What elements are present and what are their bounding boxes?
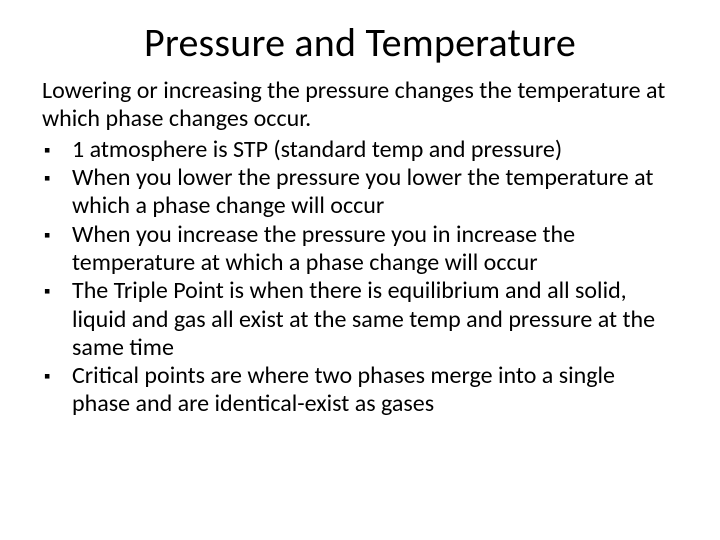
list-item-text: When you lower the pressure you lower th…: [72, 163, 653, 220]
list-item-text: 1 atmosphere is STP (standard temp and p…: [72, 135, 562, 164]
bullet-list: ▪ 1 atmosphere is STP (standard temp and…: [42, 136, 678, 419]
bullet-icon: ▪: [44, 221, 50, 249]
list-item: ▪ When you lower the pressure you lower …: [42, 164, 678, 221]
bullet-icon: ▪: [44, 277, 50, 305]
list-item: ▪ The Triple Point is when there is equi…: [42, 277, 678, 362]
bullet-icon: ▪: [44, 164, 50, 192]
intro-paragraph: Lowering or increasing the pressure chan…: [42, 77, 678, 134]
list-item: ▪ When you increase the pressure you in …: [42, 221, 678, 278]
slide-title: Pressure and Temperature: [42, 18, 678, 67]
list-item: ▪ 1 atmosphere is STP (standard temp and…: [42, 136, 678, 164]
bullet-icon: ▪: [44, 362, 50, 390]
list-item-text: Critical points are where two phases mer…: [72, 361, 615, 418]
list-item: ▪ Critical points are where two phases m…: [42, 362, 678, 419]
list-item-text: When you increase the pressure you in in…: [72, 220, 575, 277]
list-item-text: The Triple Point is when there is equili…: [72, 276, 655, 362]
bullet-icon: ▪: [44, 136, 50, 164]
slide: Pressure and Temperature Lowering or inc…: [0, 0, 720, 540]
